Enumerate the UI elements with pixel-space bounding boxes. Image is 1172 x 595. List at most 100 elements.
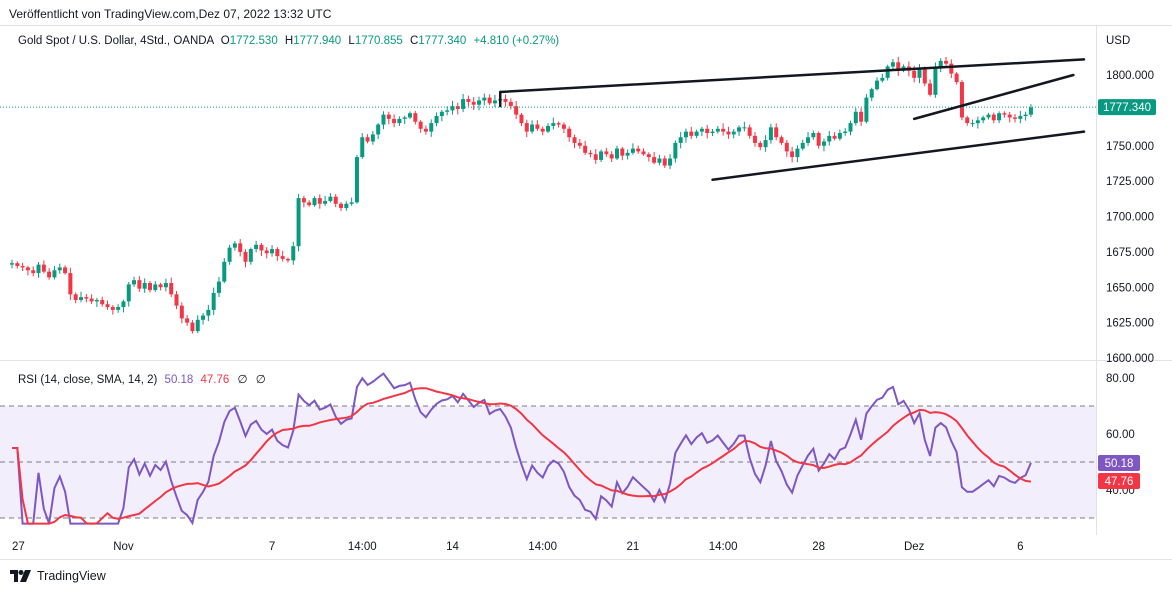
candle — [546, 123, 550, 134]
candle-body — [599, 151, 604, 160]
candle — [418, 120, 423, 133]
candle-body — [938, 60, 943, 67]
candle-body — [784, 142, 789, 152]
tradingview-logo-icon — [10, 570, 31, 582]
candle — [248, 247, 253, 265]
tradingview-footer[interactable]: TradingView — [10, 569, 106, 583]
candle — [110, 304, 115, 315]
candle-body — [137, 280, 142, 289]
candle-body — [837, 133, 842, 139]
candle-body — [153, 284, 158, 291]
candle — [620, 146, 625, 161]
candle — [153, 281, 158, 292]
candle-body — [110, 307, 115, 310]
candle — [466, 95, 471, 107]
candle — [683, 128, 688, 143]
candle — [397, 116, 402, 127]
candle — [275, 247, 280, 261]
candle-body — [238, 243, 243, 252]
candle-body — [68, 273, 73, 295]
candle — [89, 294, 94, 305]
candle-body — [588, 152, 593, 155]
currency-label: USD — [1106, 35, 1130, 47]
candle — [15, 261, 20, 269]
candle-body — [57, 267, 62, 271]
candle — [784, 139, 789, 157]
candle — [487, 94, 492, 106]
candle — [609, 151, 614, 163]
candle-body — [89, 298, 94, 302]
candle-body — [646, 154, 651, 158]
time-tick: 28 — [812, 541, 825, 553]
candle-body — [270, 249, 275, 254]
candle-body — [742, 127, 747, 129]
candle-body — [259, 244, 264, 251]
candle-body — [301, 198, 306, 203]
candle-body — [84, 297, 89, 299]
candle-body — [333, 196, 338, 204]
time-tick: 14 — [446, 541, 459, 553]
time-tick: Dez — [904, 541, 925, 553]
candle — [917, 64, 922, 84]
chart-canvas[interactable]: 1777.340 USD 1800.000 1750.000 1725.000 1700… — [0, 0, 1172, 560]
candle-body — [673, 142, 678, 159]
candle-body — [949, 63, 954, 74]
candle — [853, 107, 858, 126]
candle — [614, 145, 619, 161]
candle-body — [524, 123, 529, 132]
candle — [1018, 110, 1023, 124]
candle-body — [721, 128, 726, 132]
candle-body — [211, 292, 216, 310]
candle — [970, 119, 975, 127]
candle-body — [169, 283, 174, 295]
candle — [540, 126, 545, 136]
candle — [413, 110, 418, 125]
candle-body — [604, 151, 609, 155]
low-label: L — [348, 35, 355, 47]
rsi-title[interactable]: RSI (14, close, SMA, 14, 2) — [18, 374, 158, 386]
candle-body — [790, 151, 795, 158]
candle-body — [423, 128, 428, 132]
candle-body — [317, 198, 322, 204]
candle — [975, 116, 980, 129]
candle-body — [78, 297, 83, 300]
candle — [408, 111, 413, 120]
candle-body — [349, 202, 354, 204]
high-label: H — [284, 35, 294, 47]
symbol-title[interactable]: Gold Spot / U.S. Dollar, 4Std., OANDA — [18, 35, 214, 47]
candle-body — [577, 142, 582, 146]
candle — [880, 73, 885, 83]
candle — [201, 312, 206, 325]
candle-body — [614, 148, 619, 159]
candle-body — [360, 137, 365, 158]
candle-body — [885, 66, 890, 78]
rsi-value: 50.18 — [164, 374, 194, 386]
candle — [662, 155, 667, 168]
candle-body — [540, 128, 545, 132]
candle — [333, 194, 338, 208]
candle-body — [508, 101, 513, 107]
rsi-tick: 60.00 — [1106, 429, 1135, 441]
candle — [731, 129, 736, 139]
candle-body — [147, 283, 152, 291]
candle — [747, 124, 752, 139]
rsi-ma-value: 47.76 — [200, 374, 230, 386]
open-value: 1772.530 — [229, 35, 278, 47]
candle-body — [206, 309, 211, 316]
candle — [561, 122, 566, 133]
candle — [530, 120, 535, 134]
rsi-last-box — [1098, 455, 1140, 471]
candle-body — [928, 83, 933, 95]
candle-body — [710, 131, 715, 134]
candle — [259, 243, 264, 257]
candle — [307, 200, 312, 207]
candle — [280, 250, 285, 262]
candle-body — [132, 280, 137, 285]
candle-body — [556, 123, 561, 125]
price-tick: 1800.000 — [1106, 70, 1154, 82]
candle-body — [190, 322, 195, 332]
candle-body — [912, 70, 917, 78]
candle-body — [52, 270, 57, 278]
candle-body — [620, 148, 625, 156]
candle-body — [800, 142, 805, 149]
